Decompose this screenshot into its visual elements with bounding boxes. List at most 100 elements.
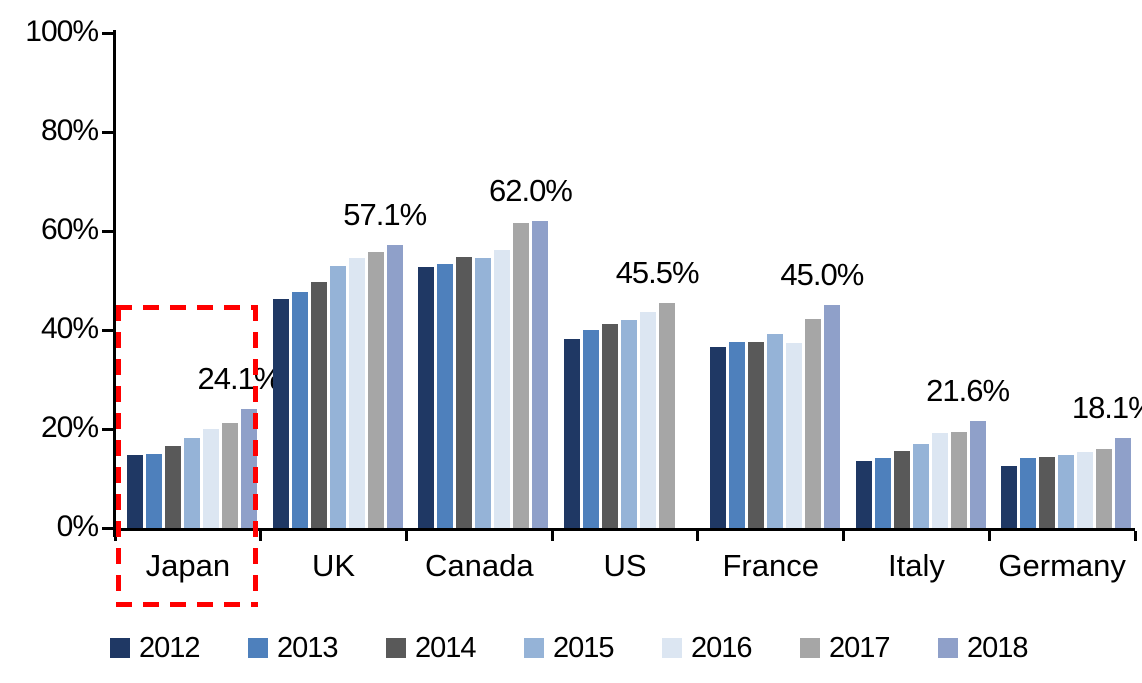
bar-uk-2016 bbox=[348, 258, 365, 528]
bar-italy-2015 bbox=[912, 443, 929, 528]
bar-group-italy: 21.6% bbox=[844, 33, 1010, 528]
x-tick bbox=[550, 531, 554, 541]
y-tick bbox=[102, 527, 114, 530]
x-tick bbox=[842, 531, 846, 541]
bar-germany-2016 bbox=[1077, 451, 1094, 528]
bar-japan-2015 bbox=[184, 438, 200, 528]
bar-japan-2018 bbox=[241, 408, 257, 528]
legend-swatch-icon bbox=[524, 638, 544, 658]
bar-uk-2012 bbox=[272, 298, 289, 528]
legend-swatch-icon bbox=[938, 638, 958, 658]
bar-uk-2013 bbox=[291, 291, 308, 528]
bar-us-2016 bbox=[640, 311, 657, 528]
legend-item-2018: 2018 bbox=[938, 630, 1076, 666]
category-label-uk: UK bbox=[312, 548, 356, 583]
legend-label: 2015 bbox=[553, 631, 615, 664]
y-tick bbox=[102, 32, 114, 35]
bar-france-2018 bbox=[823, 305, 840, 528]
legend-label: 2016 bbox=[691, 631, 753, 664]
legend-item-2012: 2012 bbox=[110, 630, 248, 666]
legend-label: 2014 bbox=[415, 631, 477, 664]
data-label-us: 45.5% bbox=[615, 254, 700, 290]
bar-canada-2016 bbox=[494, 249, 511, 528]
y-tick-label: 0% bbox=[56, 510, 99, 543]
bar-uk-2015 bbox=[329, 265, 346, 528]
x-tick bbox=[987, 531, 991, 541]
bar-uk-2014 bbox=[310, 282, 327, 528]
legend-item-2014: 2014 bbox=[386, 630, 524, 666]
y-tick-label: 40% bbox=[40, 312, 99, 345]
legend-item-2017: 2017 bbox=[800, 630, 938, 666]
bar-france-2015 bbox=[766, 333, 783, 528]
bar-uk-2018 bbox=[386, 245, 403, 528]
bar-france-2012 bbox=[709, 347, 726, 528]
bar-germany-2013 bbox=[1020, 458, 1037, 528]
bar-germany-2018 bbox=[1115, 438, 1132, 528]
category-label-italy: Italy bbox=[887, 548, 945, 583]
bar-canada-2018 bbox=[532, 221, 549, 528]
x-tick bbox=[1133, 531, 1137, 541]
legend-swatch-icon bbox=[248, 638, 268, 658]
y-tick bbox=[102, 230, 114, 233]
legend-label: 2017 bbox=[829, 631, 891, 664]
bar-italy-2013 bbox=[874, 457, 891, 528]
legend-item-2013: 2013 bbox=[248, 630, 386, 666]
bar-france-2013 bbox=[728, 342, 745, 528]
bar-us-2014 bbox=[602, 324, 619, 528]
y-tick-label: 20% bbox=[40, 411, 99, 444]
legend-item-2016: 2016 bbox=[662, 630, 800, 666]
y-tick-label: 80% bbox=[40, 114, 99, 147]
bar-france-2017 bbox=[804, 318, 821, 528]
legend-swatch-icon bbox=[662, 638, 682, 658]
bar-group-canada: 62.0% bbox=[406, 33, 573, 528]
legend-swatch-icon bbox=[110, 638, 130, 658]
bar-canada-2015 bbox=[475, 258, 492, 528]
y-axis-line bbox=[113, 30, 116, 537]
bar-germany-2015 bbox=[1058, 455, 1075, 528]
plot-area: 24.1% 57.1% 62.0% 45.5% 45.0% 21.6% 18.1% bbox=[115, 33, 1142, 528]
bar-italy-2017 bbox=[950, 431, 967, 528]
data-label-france: 45.0% bbox=[780, 257, 864, 293]
x-tick bbox=[696, 531, 700, 541]
bar-germany-2012 bbox=[1001, 466, 1018, 528]
bar-japan-2012 bbox=[127, 454, 143, 528]
x-tick bbox=[404, 531, 408, 541]
bar-italy-2012 bbox=[855, 461, 872, 528]
legend-swatch-icon bbox=[386, 638, 406, 658]
bar-canada-2014 bbox=[456, 256, 473, 528]
category-label-japan: Japan bbox=[145, 548, 231, 583]
bar-italy-2014 bbox=[893, 451, 910, 528]
x-tick bbox=[113, 531, 117, 541]
category-label-us: US bbox=[603, 548, 647, 583]
bar-japan-2014 bbox=[165, 445, 181, 528]
data-label-japan: 24.1% bbox=[197, 360, 282, 396]
bar-japan-2013 bbox=[146, 453, 162, 528]
x-tick bbox=[259, 531, 263, 541]
bar-japan-2016 bbox=[203, 428, 219, 528]
bar-germany-2017 bbox=[1096, 449, 1113, 528]
bar-canada-2017 bbox=[513, 223, 530, 528]
category-label-germany: Germany bbox=[998, 548, 1126, 583]
legend: 2012 2013 2014 2015 2016 2017 2018 bbox=[110, 630, 1110, 666]
y-tick-label: 100% bbox=[25, 15, 99, 48]
bar-france-2016 bbox=[785, 343, 802, 528]
bar-us-2015 bbox=[621, 319, 638, 528]
legend-swatch-icon bbox=[800, 638, 820, 658]
y-tick bbox=[102, 329, 114, 332]
bar-italy-2018 bbox=[969, 421, 986, 528]
category-label-canada: Canada bbox=[424, 548, 534, 583]
bar-germany-2014 bbox=[1039, 456, 1056, 528]
bar-japan-2017 bbox=[222, 422, 238, 528]
data-label-canada: 62.0% bbox=[488, 173, 573, 209]
legend-label: 2013 bbox=[277, 631, 339, 664]
y-tick bbox=[102, 131, 114, 134]
bar-group-uk: 57.1% bbox=[261, 33, 427, 528]
bar-us-2012 bbox=[564, 338, 581, 528]
data-label-uk: 57.1% bbox=[343, 197, 427, 233]
legend-label: 2012 bbox=[139, 631, 201, 664]
bar-group-us: 45.5% bbox=[552, 33, 700, 528]
bar-uk-2017 bbox=[367, 251, 384, 528]
data-label-germany: 18.1% bbox=[1071, 390, 1142, 426]
x-axis-line bbox=[113, 528, 1135, 531]
